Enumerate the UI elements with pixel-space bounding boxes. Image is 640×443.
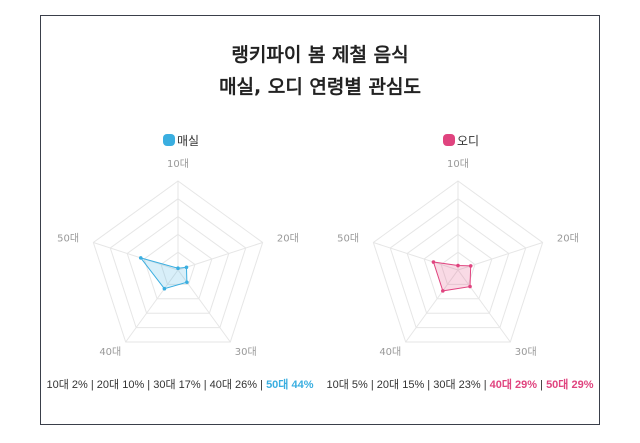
axis-label: 30대 <box>515 346 537 358</box>
data-point <box>184 265 189 270</box>
data-area <box>432 261 472 292</box>
grid-spoke <box>93 242 179 271</box>
grid-ring <box>143 233 213 300</box>
summary-item: 20대 15% <box>376 379 425 391</box>
summary-item: 30대 17% <box>153 379 201 391</box>
chart-title: 랭키파이 봄 제철 음식 <box>231 44 409 66</box>
axis-label: 10대 <box>447 158 469 170</box>
legend-label: 매실 <box>177 134 199 148</box>
summary-item: 20대 10% <box>96 379 145 391</box>
data-point <box>176 266 180 271</box>
data-point <box>441 289 445 293</box>
axis-label: 20대 <box>277 233 299 245</box>
separator: | <box>87 379 97 391</box>
summary-item: 10대 5% <box>326 379 368 391</box>
grid-spoke <box>125 269 179 343</box>
grid-ring <box>440 251 476 285</box>
summary-item: 10대 2% <box>46 379 88 391</box>
summary-odi: 10대 5% | 20대 15% | 30대 23% | 40대 29% | 5… <box>326 378 594 393</box>
legend-swatch <box>163 134 175 146</box>
data-point <box>138 256 143 260</box>
separator: | <box>200 379 210 391</box>
data-point <box>468 284 472 289</box>
data-point <box>468 264 473 268</box>
summary-maesil: 10대 2% | 20대 10% | 30대 17% | 40대 26% | 5… <box>46 378 314 393</box>
legend-label: 오디 <box>457 134 479 148</box>
summary-item: 40대 29% <box>489 379 538 391</box>
grid-ring <box>109 198 247 329</box>
axis-label: 30대 <box>235 346 257 358</box>
separator: | <box>480 379 490 391</box>
axis-label: 10대 <box>167 158 189 170</box>
data-point <box>431 260 436 264</box>
separator: | <box>367 379 377 391</box>
separator: | <box>424 379 434 391</box>
summary-item: 50대 44% <box>266 379 314 391</box>
grid-spoke <box>177 242 263 271</box>
axis-label: 50대 <box>337 233 359 245</box>
grid-ring <box>92 180 264 343</box>
grid-ring <box>389 198 527 329</box>
summary-item: 30대 23% <box>433 379 481 391</box>
grid-ring <box>372 180 544 343</box>
data-point <box>162 286 167 291</box>
grid-ring <box>423 233 493 300</box>
summary-item: 50대 29% <box>546 379 594 391</box>
grid-ring <box>126 215 230 314</box>
axis-label: 40대 <box>379 346 401 358</box>
separator: | <box>537 379 547 391</box>
grid-spoke <box>373 242 459 271</box>
chart-subtitle: 매실, 오디 연령별 관심도 <box>219 76 421 98</box>
data-point <box>456 263 460 268</box>
grid-ring <box>406 215 510 314</box>
grid-spoke <box>457 269 511 343</box>
axis-label: 20대 <box>557 233 579 245</box>
chart-frame <box>40 15 600 425</box>
axis-label: 40대 <box>99 346 121 358</box>
separator: | <box>144 379 154 391</box>
data-point <box>185 280 189 285</box>
axis-label: 50대 <box>57 233 79 245</box>
separator: | <box>257 379 267 391</box>
grid-spoke <box>405 269 459 343</box>
legend-swatch <box>443 134 455 146</box>
summary-item: 40대 26% <box>209 379 258 391</box>
